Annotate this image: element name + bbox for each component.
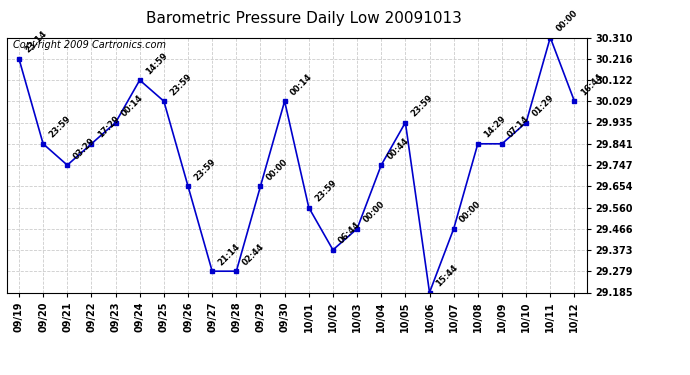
Text: Copyright 2009 Cartronics.com: Copyright 2009 Cartronics.com xyxy=(12,40,166,50)
Text: 23:59: 23:59 xyxy=(410,93,435,118)
Text: 01:29: 01:29 xyxy=(531,93,555,118)
Text: 02:44: 02:44 xyxy=(241,242,266,267)
Text: 00:00: 00:00 xyxy=(362,200,386,225)
Text: 23:59: 23:59 xyxy=(193,157,217,182)
Text: Barometric Pressure Daily Low 20091013: Barometric Pressure Daily Low 20091013 xyxy=(146,11,462,26)
Text: 15:44: 15:44 xyxy=(434,263,459,288)
Text: 00:14: 00:14 xyxy=(289,72,314,97)
Text: 00:14: 00:14 xyxy=(120,93,145,118)
Text: 00:00: 00:00 xyxy=(555,8,580,33)
Text: 23:59: 23:59 xyxy=(313,178,338,203)
Text: 23:59: 23:59 xyxy=(168,72,193,97)
Text: 23:59: 23:59 xyxy=(48,114,72,140)
Text: 23:14: 23:14 xyxy=(23,29,48,55)
Text: 16:44: 16:44 xyxy=(579,72,604,97)
Text: 21:14: 21:14 xyxy=(217,242,241,267)
Text: 07:14: 07:14 xyxy=(506,114,531,140)
Text: 03:29: 03:29 xyxy=(72,136,97,161)
Text: 06:44: 06:44 xyxy=(337,220,362,246)
Text: 14:59: 14:59 xyxy=(144,51,169,76)
Text: 00:00: 00:00 xyxy=(458,200,483,225)
Text: 00:44: 00:44 xyxy=(386,136,411,161)
Text: 17:29: 17:29 xyxy=(96,114,121,140)
Text: 14:29: 14:29 xyxy=(482,114,507,140)
Text: 00:00: 00:00 xyxy=(265,157,290,182)
